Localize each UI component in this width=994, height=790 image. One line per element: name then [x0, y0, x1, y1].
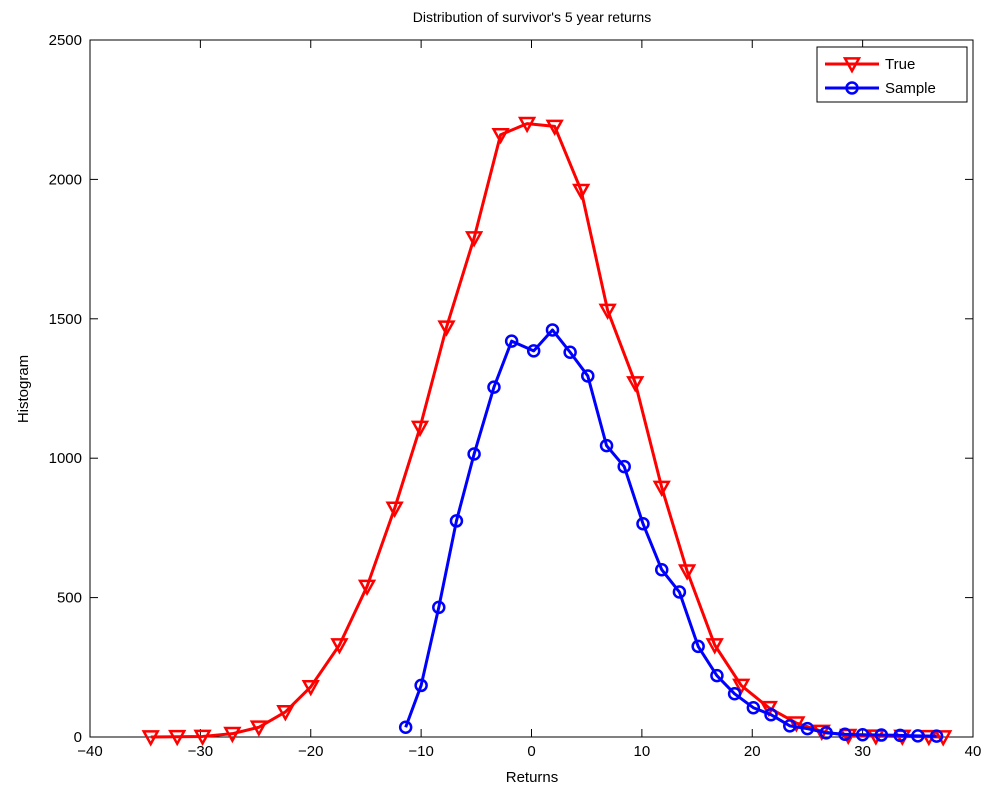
- series-line: [404, 328, 937, 738]
- data-point: [626, 376, 645, 393]
- data-point: [467, 447, 481, 461]
- y-axis-label: Histogram: [15, 355, 32, 423]
- legend-label: Sample: [885, 80, 936, 97]
- x-tick-label: 20: [744, 743, 761, 760]
- data-point: [193, 729, 212, 747]
- data-point: [572, 183, 591, 201]
- data-point: [929, 729, 944, 743]
- data-point: [764, 707, 778, 722]
- y-tick-label: 2000: [49, 171, 82, 188]
- data-point: [746, 700, 761, 715]
- x-tick-label: 40: [965, 743, 982, 760]
- y-tick-label: 1500: [49, 311, 82, 328]
- x-tick-label: 10: [634, 743, 651, 760]
- data-point: [414, 678, 428, 693]
- y-tick-label: 1000: [49, 450, 82, 467]
- data-point: [710, 668, 724, 683]
- data-point: [491, 127, 510, 145]
- x-tick-label: −20: [298, 743, 323, 760]
- data-point: [705, 638, 724, 655]
- data-point: [691, 639, 705, 654]
- data-point: [783, 719, 797, 733]
- data-point: [866, 729, 885, 746]
- data-point: [819, 726, 833, 740]
- data-point: [141, 730, 160, 747]
- data-point: [487, 380, 501, 394]
- data-point: [732, 678, 751, 695]
- data-point: [398, 720, 413, 734]
- data-point: [526, 344, 541, 358]
- legend-box: [816, 46, 968, 103]
- data-point: [330, 638, 349, 655]
- data-point: [449, 514, 464, 528]
- plot-area: [90, 40, 973, 737]
- data-point: [504, 334, 519, 348]
- legend-marker: [845, 81, 859, 95]
- data-point: [599, 438, 614, 453]
- data-point: [838, 727, 852, 741]
- data-point: [545, 119, 564, 137]
- data-point: [168, 729, 187, 747]
- data-point: [385, 501, 404, 518]
- legend: True Sample: [816, 46, 968, 103]
- data-point: [357, 579, 377, 597]
- data-point: [276, 705, 295, 722]
- data-point: [800, 721, 815, 736]
- y-tick-label: 2500: [49, 32, 82, 49]
- data-point: [678, 564, 697, 581]
- data-point: [223, 726, 242, 744]
- x-tick-label: −10: [408, 743, 433, 760]
- data-point: [855, 728, 870, 742]
- data-point: [545, 323, 560, 337]
- data-point: [301, 679, 320, 697]
- data-point: [652, 480, 671, 498]
- x-tick-label: −30: [188, 743, 213, 760]
- data-point: [934, 730, 953, 747]
- data-point: [464, 231, 484, 248]
- data-point: [432, 600, 446, 615]
- data-point: [437, 320, 456, 337]
- data-point: [563, 345, 577, 360]
- data-point: [598, 303, 617, 321]
- data-point: [787, 716, 806, 733]
- data-point: [893, 728, 907, 743]
- data-point: [636, 516, 650, 531]
- chart-title: Distribution of survivor's 5 year return…: [413, 9, 651, 25]
- legend-marker: [842, 57, 862, 74]
- data-point: [581, 369, 595, 383]
- legend-item-sample: Sample: [825, 80, 936, 97]
- x-axis-label: Returns: [506, 769, 559, 786]
- data-point: [410, 420, 430, 438]
- legend-item-true: True: [825, 56, 915, 74]
- x-tick-label: 30: [854, 743, 871, 760]
- data-point: [672, 585, 687, 599]
- data-point: [874, 728, 889, 742]
- data-point: [911, 729, 925, 743]
- series-sample: [398, 323, 944, 743]
- x-tick-label: −40: [77, 743, 102, 760]
- legend-label: True: [885, 56, 915, 73]
- y-tick-label: 500: [57, 590, 82, 607]
- data-point: [617, 459, 631, 474]
- data-point: [727, 687, 742, 701]
- data-point: [517, 116, 537, 134]
- data-point: [654, 562, 669, 577]
- x-tick-label: 0: [527, 743, 535, 760]
- data-point: [249, 720, 268, 737]
- y-tick-label: 0: [74, 729, 82, 746]
